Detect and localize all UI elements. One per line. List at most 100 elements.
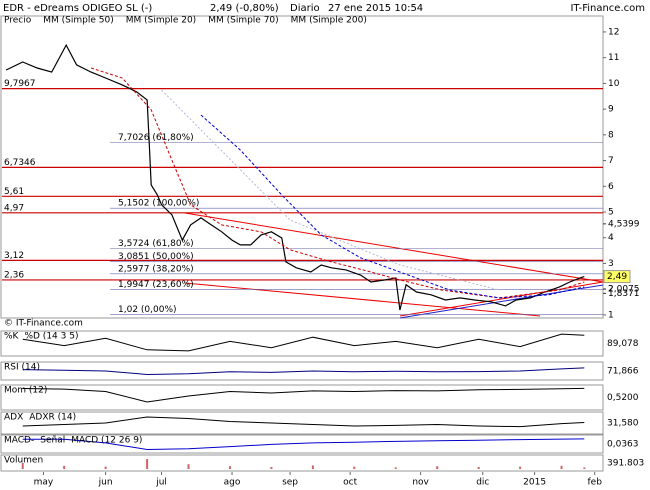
y-tick-label: 3 bbox=[608, 259, 614, 269]
panel-value: 0,0363 bbox=[607, 440, 639, 450]
price-line bbox=[5, 43, 585, 311]
x-tick-label: oct bbox=[343, 478, 357, 488]
volume-bar bbox=[270, 467, 273, 469]
last-price-label: 2,49 bbox=[607, 272, 627, 282]
volume-bar bbox=[228, 466, 231, 469]
fib-label: 2,5977 (38,20%) bbox=[118, 264, 194, 274]
price-label: 4,5399 bbox=[608, 219, 640, 229]
panel-frame bbox=[0, 434, 604, 454]
panel-title: %D (14 3 5) bbox=[24, 332, 78, 342]
source: IT-Finance.com bbox=[570, 3, 645, 14]
fib-label: 1,02 (0,00%) bbox=[118, 305, 177, 315]
volume-bar bbox=[63, 465, 66, 469]
x-tick-label: may bbox=[34, 478, 54, 488]
x-tick-label: feb bbox=[587, 478, 602, 488]
indicator-line bbox=[22, 438, 585, 451]
indicator-line bbox=[22, 387, 585, 403]
y-tick-label: 9 bbox=[608, 105, 614, 115]
fib-label: 3,0851 (50,00%) bbox=[118, 252, 194, 262]
panel-title: Señal bbox=[40, 436, 65, 446]
level-label: 5,61 bbox=[4, 187, 24, 197]
price-label: 2,0075 bbox=[608, 284, 640, 294]
level-label: 2,36 bbox=[4, 270, 24, 280]
y-tick-label: 8 bbox=[608, 130, 614, 140]
volume-bar bbox=[146, 459, 149, 469]
price-label: 1,8371 bbox=[608, 289, 640, 299]
level-label: 6,7346 bbox=[4, 158, 36, 168]
panel-title: %K bbox=[4, 332, 20, 342]
fib-label: 3,5724 (61,80%) bbox=[118, 239, 194, 249]
legend-entry: MM (Simple 20) bbox=[126, 16, 196, 26]
panel-value-box bbox=[604, 365, 648, 377]
panel-value: 391.803 bbox=[607, 459, 644, 469]
panel-value-box bbox=[604, 457, 648, 469]
period: Diario bbox=[290, 3, 320, 14]
panel-value-box bbox=[604, 391, 648, 404]
x-tick-label: sep bbox=[282, 478, 298, 488]
volume-bar bbox=[436, 466, 439, 469]
volume-bar bbox=[560, 465, 563, 469]
panel-value: 71,866 bbox=[607, 367, 639, 377]
x-tick-label: jun bbox=[98, 478, 113, 488]
panel-title: RSI (14) bbox=[4, 363, 40, 373]
panel-title: MACD- bbox=[4, 436, 34, 446]
price-line bbox=[200, 114, 585, 299]
y-tick-label: 1 bbox=[608, 310, 614, 320]
panel-frame bbox=[0, 454, 604, 472]
panel-value-box bbox=[604, 438, 648, 450]
fib-label: 5,1502 (100,00%) bbox=[118, 199, 199, 209]
panel-frame bbox=[0, 384, 604, 411]
panel-frame bbox=[0, 361, 604, 381]
quote: 2,49 (-0,80%) bbox=[210, 3, 279, 14]
volume-bar bbox=[311, 465, 314, 469]
panel-value-box bbox=[604, 337, 648, 350]
panel-title: ADX bbox=[4, 413, 23, 423]
x-tick-label: 2015 bbox=[523, 478, 546, 488]
level-label: 4,97 bbox=[4, 203, 24, 213]
panel-value: 0,5200 bbox=[607, 393, 639, 403]
watermark: © IT-Finance.com bbox=[4, 319, 83, 329]
volume-bar bbox=[353, 466, 356, 469]
legend-entry: Precio bbox=[4, 16, 32, 26]
x-tick-label: nov bbox=[412, 478, 429, 488]
legend-entry: MM (Simple 70) bbox=[208, 16, 278, 26]
legend-entry: MM (Simple 200) bbox=[291, 16, 367, 26]
level-label: 3,12 bbox=[4, 251, 24, 261]
volume-bar bbox=[21, 463, 24, 469]
panel-value: 31,580 bbox=[607, 419, 639, 429]
symbol: EDR - eDreams ODIGEO SL (-) bbox=[3, 3, 152, 14]
y-tick-label: 6 bbox=[608, 182, 614, 192]
panel-title: ADXR (14) bbox=[29, 413, 76, 423]
x-tick-label: dic bbox=[476, 478, 489, 488]
last-price-box bbox=[603, 270, 631, 284]
y-tick-label: 4 bbox=[608, 233, 614, 243]
panel-frame bbox=[0, 411, 604, 435]
y-tick-label: 10 bbox=[608, 79, 620, 89]
fib-label: 7,7026 (61,80%) bbox=[118, 133, 194, 143]
volume-bar bbox=[583, 467, 586, 469]
legend-entry: MM (Simple 50) bbox=[43, 16, 113, 26]
y-tick-label: 7 bbox=[608, 156, 614, 166]
indicator-line bbox=[22, 416, 585, 428]
panel-title: Mom (12) bbox=[4, 386, 47, 396]
datetime: 27 ene 2015 10:54 bbox=[328, 3, 423, 14]
y-tick-label: 2 bbox=[608, 285, 614, 295]
y-tick-label: 11 bbox=[608, 53, 619, 63]
indicator-line bbox=[22, 333, 585, 352]
volume-bar bbox=[394, 467, 397, 469]
y-tick-label: 5 bbox=[608, 208, 614, 218]
volume-bar bbox=[477, 467, 480, 469]
y-tick-label: 12 bbox=[608, 27, 619, 37]
panel-value: 89,078 bbox=[607, 339, 639, 349]
indicator-line bbox=[22, 367, 585, 376]
panel-frame bbox=[0, 330, 604, 357]
fib-label: 1,9947 (23,60%) bbox=[118, 280, 194, 290]
x-tick-label: jul bbox=[155, 478, 167, 488]
volume-bar bbox=[519, 466, 522, 469]
volume-bar bbox=[104, 466, 107, 469]
price-line bbox=[161, 89, 500, 291]
panel-title: MACD (12 26 9) bbox=[71, 436, 142, 446]
x-tick-label: ago bbox=[224, 478, 241, 488]
